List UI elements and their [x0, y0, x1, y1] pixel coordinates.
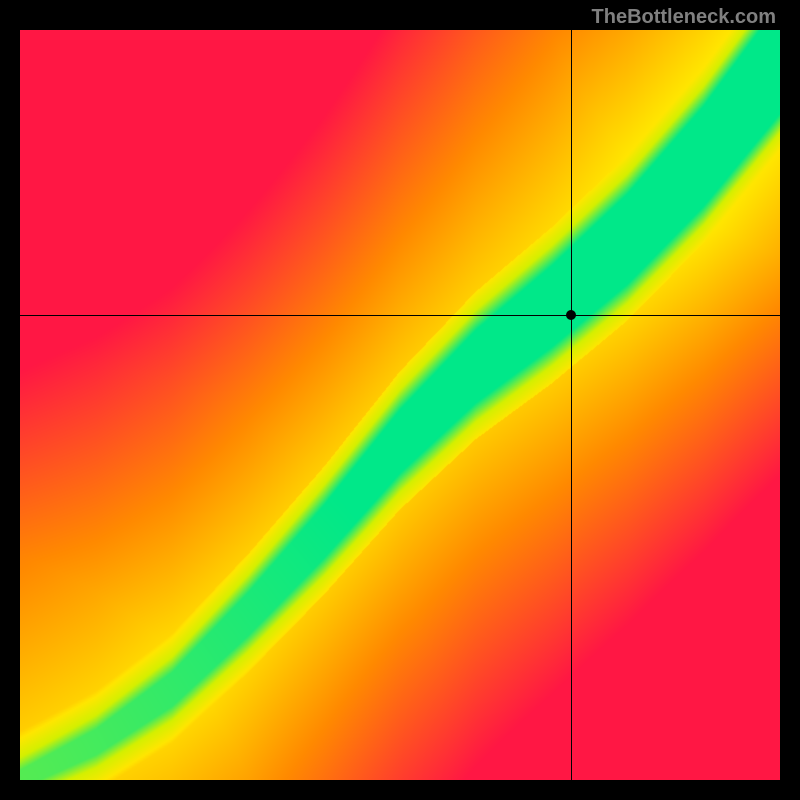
intersection-marker	[566, 310, 576, 320]
heatmap-canvas	[20, 30, 780, 780]
crosshair-vertical	[571, 30, 572, 780]
crosshair-horizontal	[20, 315, 780, 316]
watermark-text: TheBottleneck.com	[592, 6, 776, 29]
heatmap-plot	[20, 30, 780, 780]
